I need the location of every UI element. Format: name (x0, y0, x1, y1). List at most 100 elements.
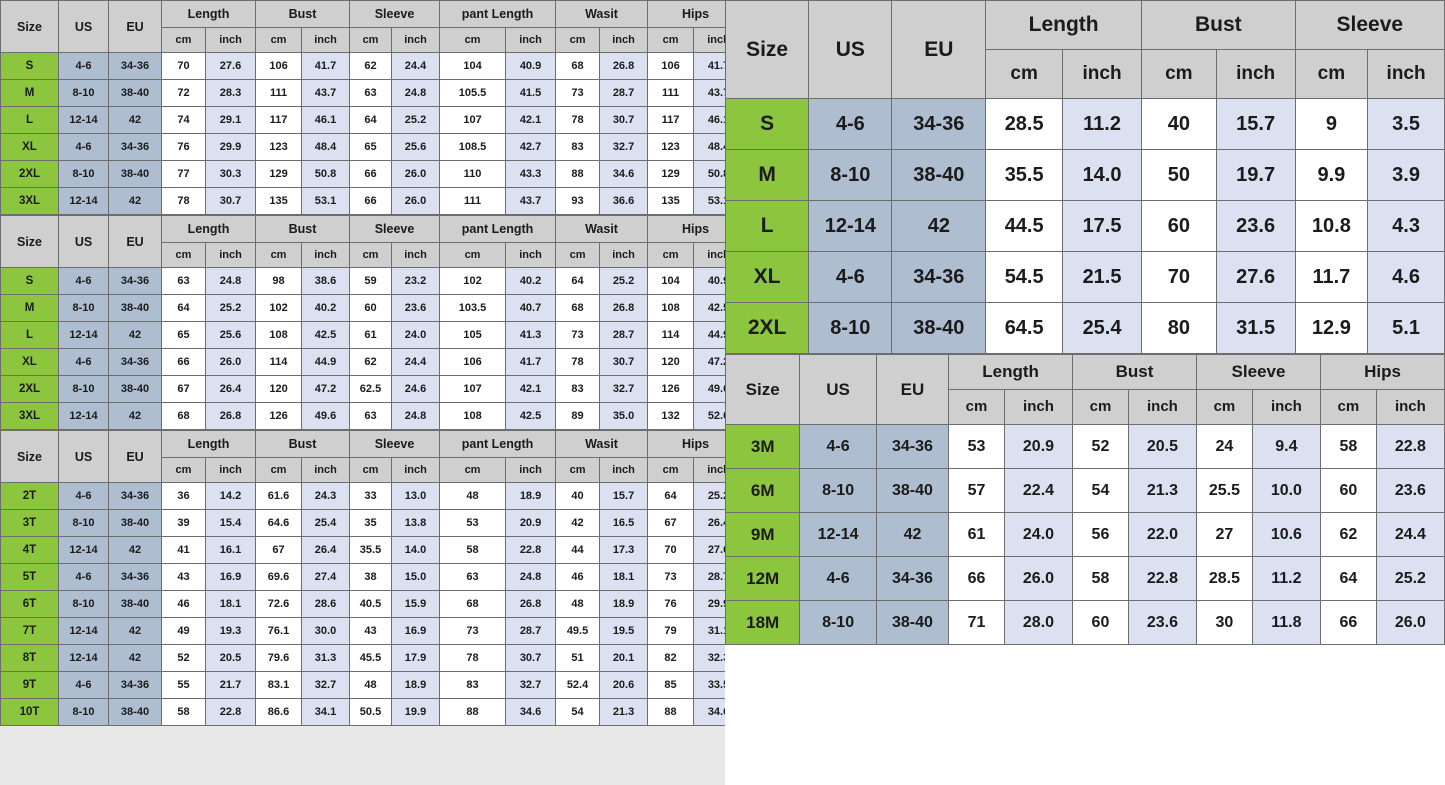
cell-size: 8T (0, 644, 59, 672)
cell-value-inch: 43.3 (505, 160, 557, 188)
table-row: XL 4-6 34-36 66 26.0 114 44.9 62 24.4 106 41.7 78 30… (0, 348, 745, 376)
cell-value-inch: 26.8 (599, 294, 649, 322)
cell-value-cm: 57 (948, 468, 1005, 513)
cell-value-cm: 54 (1072, 468, 1129, 513)
header-row-units: cm inch cm inch cm inch cm inch (726, 389, 1445, 425)
cell-value-inch: 22.8 (505, 536, 557, 564)
cell-value-inch: 26.8 (599, 52, 649, 80)
unit-header-inch: inch (204, 242, 257, 268)
cell-value-cm: 44 (555, 536, 601, 564)
cell-value-inch: 11.2 (1251, 556, 1321, 601)
size-header: Size (0, 430, 59, 483)
cell-us: 4-6 (58, 348, 109, 376)
cell-value-cm: 66 (1319, 600, 1377, 645)
cell-value-inch: 29.1 (204, 106, 257, 134)
cell-eu: 34-36 (108, 482, 162, 510)
cell-value-inch: 24.3 (301, 482, 351, 510)
group-header: pant Length (439, 215, 557, 243)
cell-value-cm: 62 (1319, 512, 1377, 557)
cell-value-inch: 21.3 (1127, 468, 1198, 513)
cell-us: 12-14 (58, 617, 109, 645)
group-header: Bust (255, 430, 351, 458)
cell-value-cm: 104 (647, 267, 695, 295)
header-row-groups: Size US EU Length Bust Sleeve pant Length Wasit… (0, 215, 745, 268)
cell-value-cm: 78 (161, 187, 206, 215)
cell-value-cm: 60 (1319, 468, 1377, 513)
cell-size: 3T (0, 509, 59, 537)
group-header: Sleeve (349, 0, 441, 28)
cell-value-inch: 43.7 (505, 187, 557, 215)
cell-value-inch: 25.4 (301, 509, 351, 537)
cell-value-inch: 18.9 (505, 482, 557, 510)
cell-value-cm: 117 (647, 106, 695, 134)
unit-header-inch: inch (391, 457, 441, 483)
unit-header-inch: inch (301, 242, 351, 268)
us-header: US (58, 430, 109, 483)
cell-value-inch: 11.8 (1251, 600, 1321, 645)
cell-value-cm: 120 (647, 348, 695, 376)
cell-value-cm: 117 (255, 106, 303, 134)
cell-value-cm: 54.5 (985, 251, 1064, 303)
table-row: L 12-14 42 44.5 17.5 60 23.6 10.8 4.3 (724, 200, 1445, 252)
size-table-toddler-kids: Size US EU Length Bust Sleeve pant Length Wasit… (0, 430, 745, 726)
cell-value-inch: 24.4 (391, 52, 441, 80)
cell-eu: 42 (108, 536, 162, 564)
cell-us: 4-6 (58, 267, 109, 295)
table-wrapper-adult-outfit-set: Size US EU Length Bust Sleeve pant Length Wasit… (0, 0, 745, 215)
cell-value-cm: 43 (349, 617, 393, 645)
cell-value-inch: 15.0 (391, 563, 441, 591)
cell-value-inch: 22.8 (1127, 556, 1198, 601)
cell-value-cm: 39 (161, 509, 206, 537)
cell-size: 18M (724, 600, 801, 645)
cell-value-cm: 40.5 (349, 590, 393, 618)
unit-header-cm: cm (349, 457, 393, 483)
table-row: XL 4-6 34-36 54.5 21.5 70 27.6 11.7 4.6 (724, 251, 1445, 303)
cell-value-inch: 20.1 (599, 644, 649, 672)
unit-header-inch: inch (505, 457, 557, 483)
size-header: Size (724, 354, 801, 425)
cell-size: XL (0, 133, 59, 161)
cell-value-inch: 42.1 (505, 375, 557, 403)
table-row: S 4-6 34-36 63 24.8 98 38.6 59 23.2 102 40.2 64 25.2… (0, 267, 745, 295)
cell-value-cm: 111 (647, 79, 695, 107)
unit-header-inch: inch (204, 457, 257, 483)
cell-value-cm: 73 (555, 79, 601, 107)
cell-value-cm: 106 (439, 348, 507, 376)
cell-value-cm: 107 (439, 106, 507, 134)
group-header: pant Length (439, 0, 557, 28)
cell-value-inch: 4.3 (1367, 200, 1445, 252)
cell-value-cm: 78 (555, 106, 601, 134)
right-panel: Size US EU Length Bust Sleeve cm inch cm inch cm in… (724, 0, 1445, 785)
cell-value-cm: 35.5 (349, 536, 393, 564)
cell-value-cm: 60 (1072, 600, 1129, 645)
cell-value-inch: 23.2 (391, 267, 441, 295)
table-row: 2XL 8-10 38-40 64.5 25.4 80 31.5 12.9 5.1 (724, 302, 1445, 354)
cell-value-inch: 13.8 (391, 509, 441, 537)
table-row: 3XL 12-14 42 78 30.7 135 53.1 66 26.0 111 43.7 93 36… (0, 187, 745, 215)
cell-value-cm: 52 (1072, 424, 1129, 469)
cell-size: S (0, 52, 59, 80)
cell-value-cm: 61 (948, 512, 1005, 557)
group-header: Length (160, 215, 257, 243)
table-row: 6T 8-10 38-40 46 18.1 72.6 28.6 40.5 15.9 68 26.8 4… (0, 590, 745, 618)
cell-value-cm: 86.6 (255, 698, 303, 726)
cell-eu: 34-36 (891, 251, 987, 303)
cell-size: XL (0, 348, 59, 376)
size-header: Size (0, 215, 59, 268)
eu-header: EU (108, 430, 162, 483)
cell-value-inch: 24.0 (1003, 512, 1074, 557)
cell-value-cm: 108 (439, 402, 507, 430)
cell-value-cm: 123 (647, 133, 695, 161)
cell-us: 4-6 (808, 98, 893, 150)
group-header: Hips (1319, 354, 1445, 390)
cell-eu: 42 (108, 644, 162, 672)
cell-value-inch: 32.7 (505, 671, 557, 699)
cell-value-cm: 58 (1072, 556, 1129, 601)
cell-value-cm: 9.9 (1294, 149, 1369, 201)
cell-value-inch: 15.7 (1215, 98, 1296, 150)
cell-size: M (0, 294, 59, 322)
group-header: Wasit (555, 430, 649, 458)
cell-us: 4-6 (799, 424, 877, 469)
cell-eu: 34-36 (108, 563, 162, 591)
